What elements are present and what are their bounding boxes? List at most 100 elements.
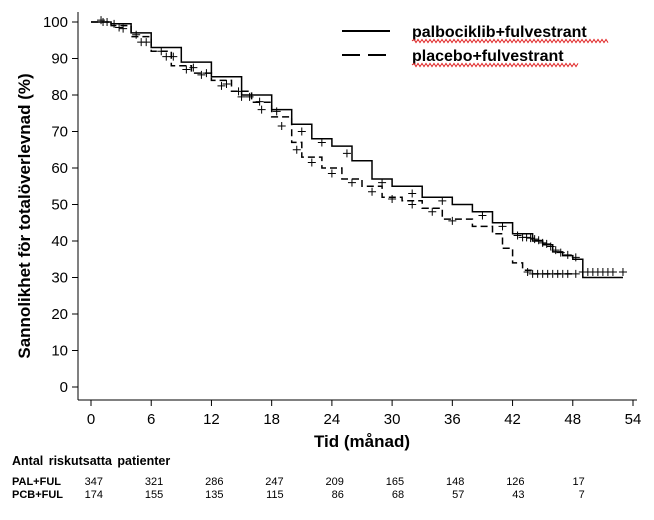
censor-mark bbox=[513, 231, 522, 240]
censor-mark bbox=[530, 235, 539, 244]
x-tick-label: 12 bbox=[203, 411, 220, 428]
risk-count: 155 bbox=[144, 489, 164, 501]
y-tick-label: 60 bbox=[51, 160, 68, 177]
risk-count: 247 bbox=[265, 476, 284, 488]
censor-mark bbox=[408, 200, 417, 209]
risk-count: 135 bbox=[205, 489, 224, 501]
censor-mark bbox=[563, 269, 572, 278]
y-tick-label: 10 bbox=[51, 343, 68, 360]
risk-count: 174 bbox=[84, 489, 103, 501]
risk-count: 17 bbox=[572, 476, 585, 488]
survival-curves bbox=[91, 16, 627, 279]
censor-mark bbox=[342, 149, 351, 158]
y-tick-label: 0 bbox=[60, 379, 68, 396]
censor-mark bbox=[534, 236, 543, 245]
censor-mark bbox=[368, 187, 377, 196]
y-tick-label: 50 bbox=[51, 197, 68, 214]
censor-mark bbox=[132, 30, 141, 39]
risk-count: 148 bbox=[445, 476, 465, 488]
censor-mark bbox=[388, 195, 397, 204]
censor-mark bbox=[292, 145, 301, 154]
censor-mark bbox=[245, 92, 254, 101]
censor-mark bbox=[97, 16, 106, 25]
censor-mark bbox=[523, 268, 532, 277]
censor-mark bbox=[563, 250, 572, 259]
censor-mark bbox=[551, 246, 560, 255]
x-tick-label: 6 bbox=[147, 411, 155, 428]
censor-mark bbox=[438, 196, 447, 205]
y-axis-title: Sannolikhet för totalöverlevnad (%) bbox=[15, 73, 34, 358]
censor-mark bbox=[478, 211, 487, 220]
x-tick-label: 0 bbox=[87, 411, 95, 428]
censor-mark bbox=[277, 122, 286, 131]
risk-count: 86 bbox=[331, 489, 344, 501]
x-tick-label: 42 bbox=[504, 411, 521, 428]
censor-mark bbox=[169, 52, 178, 61]
risk-table-title: Antal riskutsatta patienter bbox=[12, 454, 171, 468]
censor-mark bbox=[571, 269, 580, 278]
survival-chart: 0 10 20 30 40 50 60 70 80 90 100 0 6 12 18 24 30 36 42 48 54… bbox=[15, 12, 641, 451]
censor-mark bbox=[571, 253, 580, 262]
risk-count: 126 bbox=[506, 476, 525, 488]
x-tick-label: 36 bbox=[444, 411, 461, 428]
censor-mark bbox=[522, 233, 531, 242]
censor-mark bbox=[542, 239, 551, 248]
censor-mark bbox=[526, 234, 535, 243]
censor-mark bbox=[556, 248, 565, 257]
censor-mark bbox=[378, 178, 387, 187]
risk-count: 321 bbox=[144, 476, 164, 488]
censor-mark bbox=[222, 80, 231, 89]
legend-label-placebo: placebo+fulvestrant bbox=[412, 48, 564, 65]
y-tick-label: 80 bbox=[51, 87, 68, 104]
censor-mark bbox=[448, 216, 457, 225]
risk-count: 286 bbox=[205, 476, 224, 488]
risk-row-pcb: PCB+FUL 174 155 135 115 86 68 57 43 7 bbox=[0, 489, 654, 503]
censor-mark bbox=[408, 189, 417, 198]
censor-mark bbox=[110, 19, 119, 28]
censor-mark bbox=[182, 65, 191, 74]
risk-table: Antal riskutsatta patienter PAL+FUL 347 3… bbox=[0, 452, 654, 512]
x-tick-label: 18 bbox=[263, 411, 280, 428]
risk-count: 347 bbox=[84, 476, 103, 488]
risk-row-pal: PAL+FUL 347 321 286 247 209 165 148 126 17 bbox=[0, 476, 654, 490]
x-tick-label: 24 bbox=[324, 411, 341, 428]
x-tick-label: 54 bbox=[625, 411, 642, 428]
censor-mark bbox=[327, 169, 336, 178]
x-axis-title: Tid (månad) bbox=[314, 432, 410, 451]
censor-mark bbox=[317, 138, 326, 147]
risk-row-label: PAL+FUL bbox=[12, 476, 61, 488]
censor-mark bbox=[115, 23, 124, 32]
y-tick-label: 70 bbox=[51, 124, 68, 141]
risk-count: 209 bbox=[325, 476, 344, 488]
censor-mark bbox=[307, 158, 316, 167]
censor-mark bbox=[217, 81, 226, 90]
risk-row-label: PCB+FUL bbox=[12, 489, 64, 501]
censor-mark bbox=[538, 238, 547, 247]
chart-axes: 0 10 20 30 40 50 60 70 80 90 100 0 6 12 18 24 30 36 42 48 54 bbox=[43, 12, 641, 428]
censor-mark bbox=[347, 178, 356, 187]
censor-mark bbox=[297, 127, 306, 136]
y-tick-label: 100 bbox=[43, 14, 68, 31]
y-tick-label: 90 bbox=[51, 51, 68, 68]
x-tick-label: 48 bbox=[564, 411, 581, 428]
censor-mark bbox=[237, 92, 246, 101]
censor-mark bbox=[428, 207, 437, 216]
risk-count: 57 bbox=[452, 489, 465, 501]
spellcheck-underline-legend-2 bbox=[411, 62, 579, 68]
risk-count: 7 bbox=[578, 489, 585, 501]
risk-count: 115 bbox=[266, 489, 284, 501]
survival-curve-placebo bbox=[91, 21, 573, 275]
legend: palbociklib+fulvestrant placebo+fulvestr… bbox=[342, 24, 609, 68]
risk-count: 68 bbox=[391, 489, 405, 501]
censor-mark bbox=[608, 268, 617, 277]
censor-mark bbox=[137, 38, 146, 47]
censor-mark bbox=[99, 18, 108, 26]
spellcheck-underline-legend-1 bbox=[411, 38, 609, 44]
risk-count: 165 bbox=[385, 476, 405, 488]
censor-mark bbox=[618, 268, 627, 277]
x-tick-label: 30 bbox=[384, 411, 401, 428]
y-tick-label: 20 bbox=[51, 306, 68, 323]
censor-mark bbox=[162, 52, 171, 61]
censor-mark bbox=[197, 70, 206, 79]
censor-mark bbox=[546, 242, 555, 251]
